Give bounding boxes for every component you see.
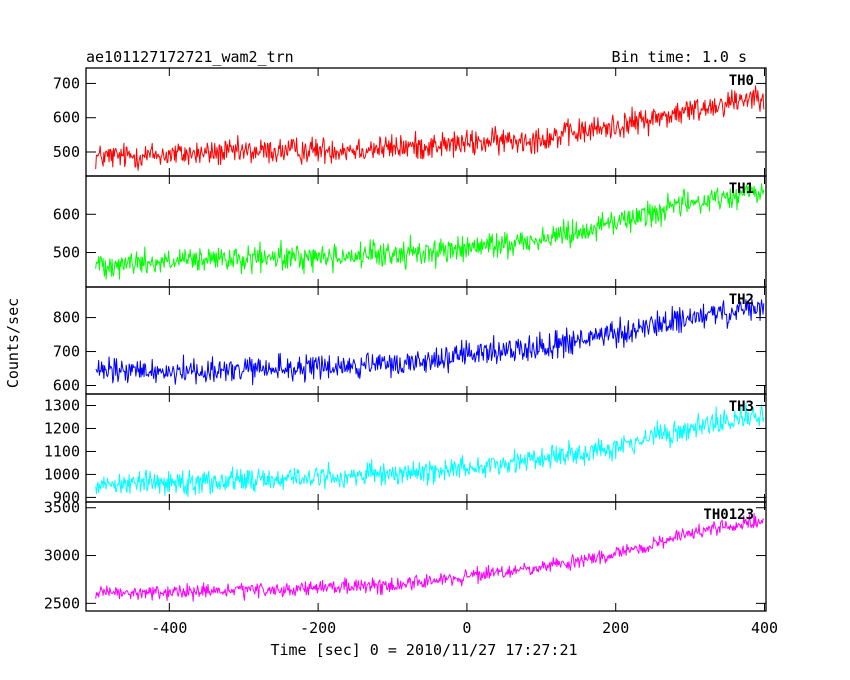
- x-tick-label: 400: [751, 619, 778, 637]
- light-curve-th1: [95, 183, 765, 280]
- y-tick-label: 600: [53, 109, 80, 127]
- y-tick-label: 1300: [44, 396, 80, 414]
- panel-frame: [85, 501, 767, 612]
- x-axis: -400 -200 0 200 400: [151, 619, 778, 637]
- panels-group: 500 600 700 TH0 500 600 TH1 600 700 800 TH2 900 1000…: [44, 67, 767, 612]
- panel-th3: 900 1000 1100 1200 1300 TH3: [44, 393, 767, 506]
- panel-label-th2: TH2: [729, 292, 754, 308]
- panel-label-th1: TH1: [729, 181, 754, 197]
- panel-th0123: 2500 3000 3500 TH0123: [44, 499, 767, 612]
- panel-th0: 500 600 700 TH0: [53, 67, 767, 177]
- chart-title: ae101127172721_wam2_trn: [86, 48, 294, 66]
- x-tick-label: 200: [602, 619, 629, 637]
- y-tick-label: 2500: [44, 594, 80, 612]
- light-curve-th0: [95, 85, 765, 171]
- bin-time-label: Bin time: 1.0 s: [612, 48, 747, 66]
- panel-label-th0: TH0: [729, 73, 754, 89]
- y-tick-label: 800: [53, 309, 80, 327]
- x-tick-label: -400: [151, 619, 187, 637]
- y-tick-label: 3500: [44, 499, 80, 517]
- y-tick-label: 700: [53, 343, 80, 361]
- panel-label-th0123: TH0123: [703, 507, 754, 523]
- panel-frame: [85, 286, 767, 395]
- y-tick-label: 900: [53, 488, 80, 506]
- y-tick-label: 500: [53, 244, 80, 262]
- panel-th1: 500 600 TH1: [53, 175, 767, 288]
- panel-label-th3: TH3: [729, 399, 754, 415]
- x-tick-label: 0: [462, 619, 471, 637]
- y-tick-label: 600: [53, 377, 80, 395]
- y-tick-label: 3000: [44, 547, 80, 565]
- panel-th2: 600 700 800 TH2: [53, 286, 767, 395]
- y-tick-label: 1000: [44, 465, 80, 483]
- panel-frame: [85, 175, 767, 288]
- x-axis-label: Time [sec] 0 = 2010/11/27 17:27:21: [270, 641, 577, 659]
- light-curve-th2: [95, 298, 765, 386]
- y-axis-label: Counts/sec: [4, 298, 22, 388]
- y-tick-label: 1200: [44, 419, 80, 437]
- y-tick-label: 1100: [44, 442, 80, 460]
- y-tick-label: 700: [53, 74, 80, 92]
- y-tick-label: 500: [53, 143, 80, 161]
- light-curve-th3: [95, 402, 765, 497]
- x-tick-label: -200: [300, 619, 336, 637]
- light-curve-th0123: [95, 512, 765, 602]
- y-tick-label: 600: [53, 205, 80, 223]
